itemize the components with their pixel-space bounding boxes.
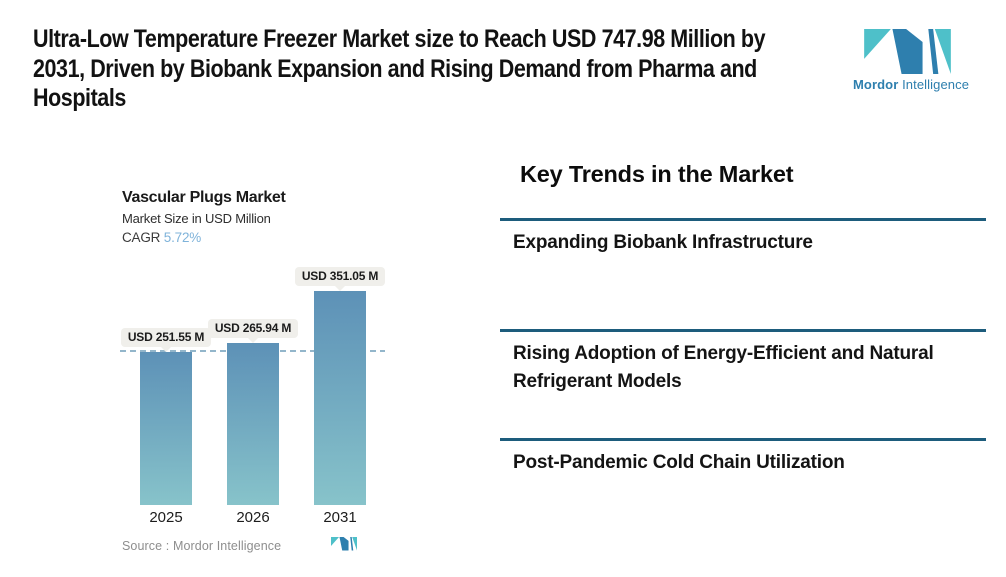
logo-word-mordor: Mordor — [853, 77, 899, 92]
chart-cagr: CAGR 5.72% — [122, 230, 201, 245]
trend-divider — [500, 329, 986, 332]
mordor-mini-logo-icon — [331, 537, 357, 551]
brand-logo-wordmark: Mordor Intelligence — [853, 77, 969, 92]
cagr-label: CAGR — [122, 230, 161, 245]
x-axis-label-2026: 2026 — [236, 509, 270, 526]
source-value: Mordor Intelligence — [172, 539, 282, 553]
bar-group-2026: USD 265.94 M — [207, 319, 299, 505]
trends-heading: Key Trends in the Market — [520, 161, 794, 187]
brand-logo: Mordor Intelligence — [853, 29, 969, 92]
bar-2026 — [227, 343, 279, 505]
bar-value-pill: USD 265.94 M — [207, 319, 299, 338]
bar-2025 — [140, 352, 192, 505]
bar-group-2031: USD 351.05 M — [294, 267, 386, 505]
bar-group-2025: USD 251.55 M — [120, 328, 212, 505]
bar-2031 — [314, 291, 366, 505]
trend-item-1: Expanding Biobank Infrastructure — [513, 232, 813, 253]
pill-tail — [248, 338, 258, 343]
pill-tail — [161, 347, 171, 352]
trend-divider — [500, 438, 986, 441]
bar-value-pill: USD 351.05 M — [294, 267, 386, 286]
page-title: Ultra-Low Temperature Freezer Market siz… — [33, 25, 766, 112]
cagr-value: 5.72% — [163, 230, 202, 245]
trend-item-2: Rising Adoption of Energy-Efficient and … — [513, 343, 934, 392]
bar-value-pill: USD 251.55 M — [120, 328, 212, 347]
source-label: Source : — [122, 539, 170, 553]
trend-divider — [500, 218, 986, 221]
x-axis-label-2025: 2025 — [149, 509, 183, 526]
x-axis-label-2031: 2031 — [323, 509, 357, 526]
trend-item-3: Post-Pandemic Cold Chain Utilization — [513, 452, 845, 473]
pill-tail — [335, 286, 345, 291]
mordor-intelligence-logo-icon — [863, 29, 951, 74]
chart-subtitle: Market Size in USD Million — [122, 211, 271, 226]
chart-title: Vascular Plugs Market — [122, 189, 286, 206]
chart-source: Source : Mordor Intelligence — [122, 539, 281, 553]
logo-word-intelligence: Intelligence — [902, 77, 970, 92]
